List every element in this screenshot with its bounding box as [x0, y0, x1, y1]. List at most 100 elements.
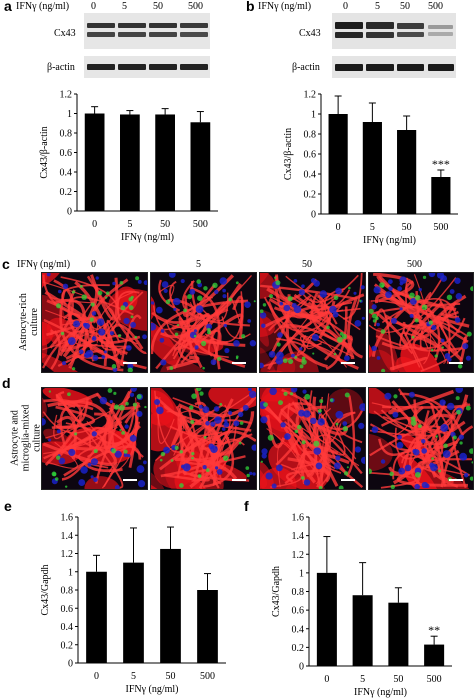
panel-a-ytick-label-2: 0.4 [60, 168, 73, 179]
panel-b-bar-50 [397, 130, 417, 214]
panel-b-actin-label: β-actin [292, 62, 320, 73]
panel-c-image-5 [150, 272, 257, 373]
panel-c-treatment-header: IFNγ (ng/ml) [17, 259, 71, 270]
panel-a-cx43-blot [84, 13, 210, 49]
panel-e-xtick-label-5: 5 [131, 671, 136, 682]
panel-e-ytick-label-6: 1.2 [61, 549, 74, 560]
panel-a-label: a [4, 0, 12, 14]
panel-b-bar-5 [362, 122, 382, 214]
panel-b-ytick-label-5: 1 [311, 110, 316, 121]
panel-a-xtick-label-50: 50 [160, 219, 170, 230]
panel-d-image-0 [41, 387, 148, 490]
panel-f-ytick-label-4: 0.8 [292, 587, 305, 598]
panel-d-image-50 [259, 387, 366, 490]
panel-f-bar-500 [424, 644, 445, 666]
panel-c-dose-50: 50 [302, 259, 312, 270]
panel-a-dose-50: 50 [153, 1, 163, 12]
panel-f-ytick-label-0: 0 [299, 662, 304, 673]
panel-e-ytick-label-1: 0.2 [61, 640, 74, 651]
panel-e-ylabel: Cx43/Gapdh [40, 564, 51, 615]
panel-c-row-label-line1: Astrocyte-rich [18, 293, 29, 351]
panel-a-actin-blot [84, 56, 210, 78]
panel-c-image-0 [41, 272, 148, 373]
panel-a-dose-0: 0 [91, 1, 96, 12]
panel-f-ytick-label-2: 0.4 [292, 624, 305, 635]
panel-b-xtick-label-0: 0 [336, 222, 341, 233]
panel-e-ytick-label-8: 1.6 [61, 513, 74, 524]
panel-a-ytick-label-3: 0.6 [60, 148, 73, 159]
panel-a-bar-0 [84, 113, 105, 211]
panel-e-ytick-label-7: 1.4 [61, 531, 74, 542]
panel-e-label: e [4, 498, 12, 514]
panel-b-bar-0 [328, 114, 348, 214]
panel-b-ytick-label-4: 0.8 [304, 130, 317, 141]
panel-f-xtick-label-5: 5 [360, 674, 365, 685]
panel-b-cx43-blot [332, 13, 456, 49]
panel-f-bar-5 [352, 595, 373, 666]
panel-e-bar-50 [160, 548, 181, 663]
panel-d-image-5 [150, 387, 257, 490]
panel-c-dose-5: 5 [196, 259, 201, 270]
panel-b-bar-500 [431, 177, 451, 214]
panel-a-treatment-header: IFNγ (ng/ml) [16, 1, 70, 12]
panel-b-xlabel: IFNγ (ng/ml) [363, 235, 416, 246]
panel-e-bar-0 [86, 571, 107, 663]
panel-c-dose-500: 500 [407, 259, 422, 270]
panel-f-xtick-label-0: 0 [324, 674, 329, 685]
panel-a-ytick-label-0: 0 [67, 207, 72, 218]
panel-a-xtick-label-5: 5 [127, 219, 132, 230]
panel-b-ytick-label-2: 0.4 [304, 170, 317, 181]
panel-f-ytick-label-7: 1.4 [292, 531, 305, 542]
panel-a-xlabel: IFNγ (ng/ml) [121, 232, 174, 243]
panel-a-ytick-label-5: 1 [67, 109, 72, 120]
panel-b-xtick-label-50: 50 [402, 222, 412, 233]
panel-e-ytick-label-3: 0.6 [61, 604, 74, 615]
panel-b-dose-500: 500 [428, 1, 443, 12]
panel-b-treatment-header: IFNγ (ng/ml) [258, 1, 312, 12]
panel-e-ytick-label-0: 0 [68, 659, 73, 670]
panel-e-xtick-label-50: 50 [166, 671, 176, 682]
panel-b-ytick-label-6: 1.2 [304, 90, 317, 101]
panel-b-actin-blot [332, 56, 456, 78]
panel-d-row-label: Astrocyte and microglia-mixed culture [8, 388, 44, 488]
panel-d-label: d [2, 375, 11, 391]
panel-c-image-50 [259, 272, 366, 373]
panel-e-ytick-label-5: 1 [68, 567, 73, 578]
panel-f-ytick-label-3: 0.6 [292, 606, 305, 617]
panel-a-ytick-label-4: 0.8 [60, 129, 73, 140]
panel-b-dose-5: 5 [375, 1, 380, 12]
panel-b-dose-0: 0 [343, 1, 348, 12]
panel-c-image-500 [368, 272, 474, 373]
panel-e-bar-500 [197, 590, 218, 663]
panel-f-ytick-label-6: 1.2 [292, 550, 305, 561]
panel-c-dose-0: 0 [91, 259, 96, 270]
panel-f-chart: 0 0.2 0.4 0.6 0.8 1 1.2 1.4 1.6 Cx43/Gapdh 0 5 50 500… [271, 513, 452, 698]
panel-e-xtick-label-0: 0 [94, 671, 99, 682]
panel-f-ytick-label-8: 1.6 [292, 513, 305, 524]
panel-a-ytick-label-6: 1.2 [60, 90, 73, 101]
panel-a-dose-500: 500 [188, 1, 203, 12]
panel-f-xlabel: IFNγ (ng/ml) [354, 687, 407, 698]
panel-d-row-label-line1: Astrocyte and [9, 410, 21, 466]
panel-a-bar-500 [190, 122, 211, 211]
panel-d-image-500 [368, 387, 474, 490]
panel-b-dose-50: 50 [400, 1, 410, 12]
panel-a-bar-50 [155, 114, 175, 211]
panel-f-bar-50 [388, 602, 409, 666]
panel-b-label: b [246, 0, 255, 14]
panel-a-actin-label: β-actin [47, 62, 75, 73]
panel-e-bar-5 [123, 562, 144, 663]
panel-c-label: c [2, 256, 10, 272]
panel-a-xtick-label-500: 500 [193, 219, 208, 230]
panel-f-significance-500: ** [428, 623, 440, 637]
panel-c-row-label-line2: culture [29, 308, 40, 336]
panel-c-row-label: Astrocyte-rich culture [14, 276, 44, 368]
panel-e-chart: 0 0.2 0.4 0.6 0.8 1 1.2 1.4 1.6 Cx43/Gapdh 0 5 50 500… [40, 513, 226, 695]
panel-a-bar-5 [120, 114, 140, 211]
panel-d-row-label-line2: microglia-mixed [20, 404, 32, 472]
panel-a-xtick-label-0: 0 [92, 219, 97, 230]
panel-f-ytick-label-5: 1 [299, 568, 304, 579]
panel-f-ylabel: Cx43/Gapdh [271, 566, 282, 617]
panel-f-label: f [244, 498, 249, 514]
panel-b-cx43-label: Cx43 [299, 28, 321, 39]
